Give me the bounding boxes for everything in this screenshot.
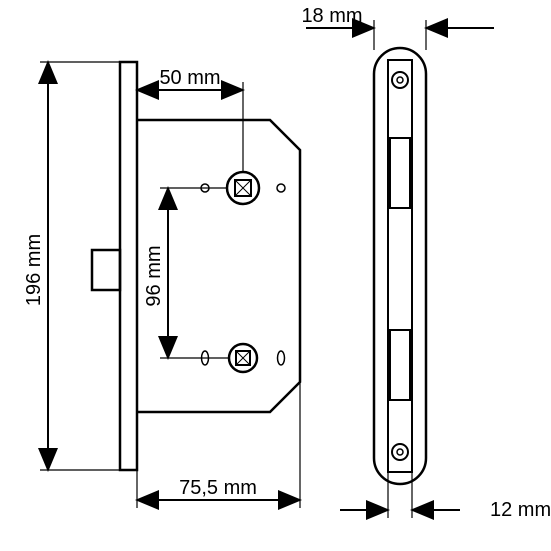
dim-96: 96 mm xyxy=(143,188,229,358)
dim-12: 12 mm xyxy=(340,472,551,521)
lock-faceplate xyxy=(120,62,137,470)
keyhole-follower xyxy=(229,344,257,372)
dim-196-label: 196 mm xyxy=(23,234,45,306)
dim-12-label: 12 mm xyxy=(490,499,551,521)
lock-body xyxy=(92,62,300,470)
dim-755-label: 75,5 mm xyxy=(179,477,257,499)
dim-196: 196 mm xyxy=(23,62,120,470)
lock-latch xyxy=(92,250,120,290)
dim-50-label: 50 mm xyxy=(159,67,220,89)
screw-bottom xyxy=(392,444,408,460)
bolt-slot xyxy=(390,330,410,400)
dim-18: 18 mm xyxy=(301,5,494,50)
screw-top xyxy=(392,72,408,88)
lock-technical-drawing: 196 mm 50 mm 96 mm 75,5 mm 18 mm 12 mm xyxy=(0,0,551,551)
dim-18-label: 18 mm xyxy=(301,5,362,27)
dim-96-label: 96 mm xyxy=(143,245,165,306)
latch-slot xyxy=(390,138,410,208)
spindle-follower xyxy=(227,172,259,204)
dim-755: 75,5 mm xyxy=(137,382,300,508)
strike-plate xyxy=(374,48,426,484)
